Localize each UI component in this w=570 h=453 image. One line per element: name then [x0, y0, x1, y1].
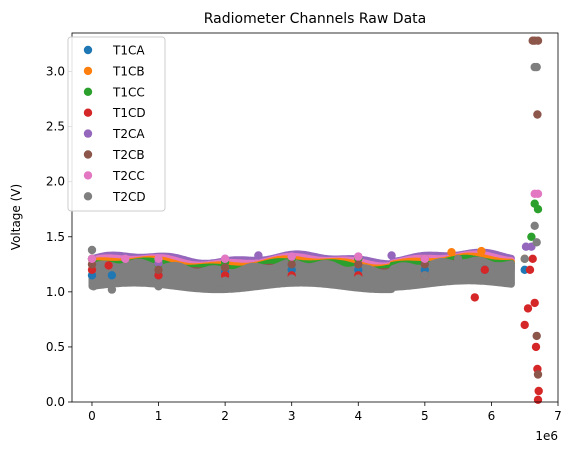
point-t2cd-0 [87, 245, 97, 255]
legend-marker-t2cb [83, 150, 93, 159]
plot-frame [71, 32, 559, 403]
point-t1cc-8 [533, 205, 543, 214]
point-t1cd-11 [525, 265, 535, 274]
legend-marker-t1cb [83, 66, 93, 76]
point-t1cd-1 [104, 261, 113, 270]
legend-label-t1cd: T1CD [112, 106, 146, 120]
x-tick-label-5: 5 [421, 409, 429, 423]
y-tick-label-2: 1.0 [46, 285, 65, 299]
point-t1cd-10 [523, 304, 533, 313]
point-t2cd-7 [420, 271, 429, 280]
point-t2cb-10 [532, 331, 541, 341]
legend-label-t2cd: T2CD [112, 190, 146, 204]
point-t1ca-1 [107, 271, 117, 280]
legend-marker-t1ca [83, 45, 93, 55]
chart-title: Radiometer Channels Raw Data [204, 11, 426, 27]
point-t2cd-1 [89, 282, 98, 291]
point-t2cd-2 [107, 285, 117, 294]
point-t2cd-13 [530, 221, 539, 230]
scatter-points [87, 36, 543, 404]
point-t2ca-6 [387, 251, 396, 260]
y-tick-label-3: 1.5 [46, 230, 65, 244]
legend-label-t1cc: T1CC [112, 85, 145, 99]
legend-label-t1ca: T1CA [112, 44, 145, 58]
point-t1cd-12 [528, 254, 537, 263]
point-t2cd-6 [354, 274, 363, 283]
point-t2cc-6 [420, 254, 429, 263]
legend-marker-t2ca [83, 129, 93, 138]
y-axis-label: Voltage (V) [9, 184, 23, 250]
x-tick-label-1: 1 [155, 409, 163, 423]
point-t2cd-9 [483, 276, 493, 285]
point-t1cd-9 [520, 320, 529, 330]
point-t2cc-5 [354, 252, 363, 261]
point-t1cb-6 [447, 248, 456, 257]
point-t2cd-10 [520, 254, 529, 263]
point-t1cc-6 [527, 232, 536, 241]
y-tick-label-4: 2.0 [46, 175, 65, 189]
point-t1cd-16 [534, 386, 543, 396]
x-axis: 0 1 2 3 4 5 6 7 [88, 402, 562, 423]
point-t2cb-1 [154, 265, 163, 274]
x-tick-label-3: 3 [288, 409, 296, 423]
x-tick-label-2: 2 [221, 409, 229, 423]
legend-label-t2cc: T2CC [112, 169, 145, 183]
point-t2cd-12 [532, 62, 541, 72]
legend-box [67, 36, 166, 212]
point-t1cd-17 [533, 395, 543, 404]
point-t1cd-7 [470, 293, 479, 302]
x-tick-label-7: 7 [554, 409, 562, 423]
x-axis-offset-label: 1e6 [535, 429, 558, 443]
y-tick-label-5: 2.5 [46, 120, 65, 134]
point-t1cd-13 [530, 298, 539, 308]
y-tick-label-6: 3.0 [46, 65, 65, 79]
y-tick-label-1: 0.5 [46, 340, 65, 354]
legend-marker-t2cd [83, 192, 93, 201]
y-tick-label-0: 0.0 [46, 395, 65, 409]
point-t2cc-0 [87, 254, 97, 263]
point-t2cd-3 [154, 282, 163, 291]
point-t1cd-8 [480, 265, 489, 274]
point-t1cd-14 [531, 342, 541, 352]
point-t2cc-2 [154, 254, 163, 263]
y-axis: 0.0 0.5 1.0 1.5 2.0 2.5 3.0 [46, 65, 72, 409]
point-t2cd-14 [532, 238, 541, 247]
point-t2ca-3 [254, 251, 263, 260]
legend-label-t2ca: T2CA [112, 127, 145, 141]
legend-marker-t1cd [83, 108, 93, 117]
x-tick-label-0: 0 [88, 409, 96, 423]
point-t2cb-2 [220, 263, 230, 272]
point-t2cd-5 [287, 274, 296, 283]
point-t2cb-3 [287, 260, 296, 269]
legend-marker-t1cc [83, 87, 93, 97]
point-t2cb-4 [354, 260, 363, 269]
point-t2cb-8 [533, 36, 543, 45]
legend-marker-t2cc [83, 171, 93, 180]
point-t2cc-1 [121, 254, 130, 263]
point-t2cc-4 [287, 252, 296, 261]
point-t2cc-8 [533, 189, 543, 198]
point-t1cb-7 [477, 246, 486, 256]
legend: T1CA T1CB T1CC T1CD T2CA T2CB T2CC T2CD [67, 36, 166, 212]
point-t2cd-4 [220, 276, 230, 285]
point-t2cd-8 [453, 254, 463, 263]
x-tick-label-4: 4 [354, 409, 362, 423]
point-t2cb-9 [533, 110, 542, 119]
legend-label-t1cb: T1CB [112, 64, 145, 78]
point-t2cb-11 [533, 370, 543, 379]
point-t2cc-3 [220, 254, 230, 263]
legend-label-t2cb: T2CB [112, 148, 145, 162]
x-tick-label-6: 6 [488, 409, 496, 423]
